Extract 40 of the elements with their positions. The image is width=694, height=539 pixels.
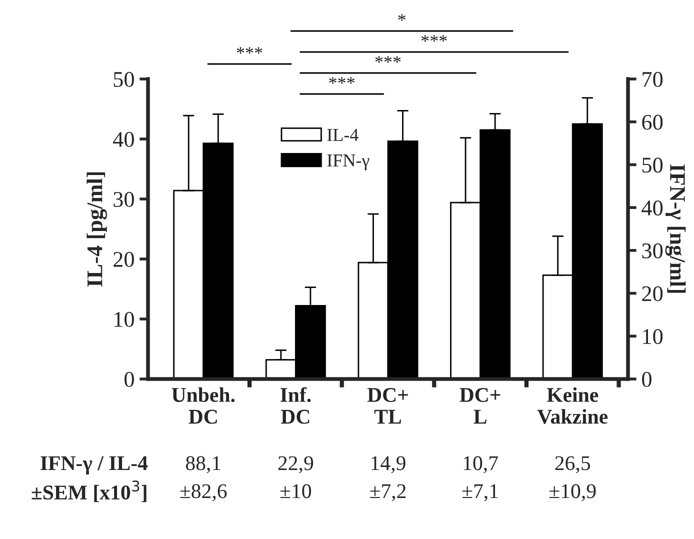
text: *** bbox=[421, 35, 447, 42]
y-tick-label: 30 bbox=[114, 192, 134, 207]
x-tick-label: DC+ L bbox=[460, 388, 500, 424]
text: * bbox=[398, 14, 406, 21]
text: ±SEM [x10$^{3}$] bbox=[32, 480, 146, 502]
text: ±10,9 bbox=[550, 484, 596, 502]
text: 88,1 bbox=[186, 456, 220, 474]
annotation: *** bbox=[329, 77, 355, 84]
y2-tick-label: 70 bbox=[642, 72, 663, 87]
text: *** bbox=[236, 47, 262, 54]
text: ±82,6 bbox=[180, 484, 227, 502]
y-tick-label: 20 bbox=[114, 252, 134, 267]
y-axis-title: IL-4 [pg/ml] bbox=[86, 172, 108, 287]
text: ±7,1 bbox=[462, 484, 498, 502]
y-tick-label: 10 bbox=[114, 312, 134, 327]
y2-tick-label: 40 bbox=[642, 200, 663, 216]
y-tick-label: 0 bbox=[124, 372, 134, 387]
y2-tick-label: 0 bbox=[642, 372, 652, 387]
legend-label: IFN-γ bbox=[327, 154, 370, 170]
legend-label: IL-4 bbox=[327, 128, 358, 141]
y-tick-label: 40 bbox=[113, 132, 134, 147]
x-tick-label: Keine Vakzine bbox=[537, 387, 608, 424]
text: 26,5 bbox=[555, 456, 590, 474]
text: ±7,2 bbox=[370, 484, 406, 502]
y-tick-label: 50 bbox=[114, 72, 134, 87]
text: *** bbox=[375, 56, 401, 63]
text: 22,9 bbox=[278, 456, 314, 474]
y2-tick-label: 20 bbox=[642, 286, 663, 302]
text: IFN-γ / IL-4 bbox=[40, 456, 148, 474]
y2-axis-title: IFN-γ [ng/ml] bbox=[665, 164, 686, 293]
text: 10,7 bbox=[464, 456, 498, 474]
y2-tick-label: 10 bbox=[643, 329, 663, 344]
text: ±10 bbox=[280, 484, 312, 498]
y2-tick-label: 60 bbox=[642, 114, 663, 130]
x-tick-label: DC+ TL bbox=[367, 388, 408, 424]
x-tick-label: Unbeh. DC bbox=[172, 387, 235, 424]
x-tick-label: Inf. DC bbox=[280, 387, 311, 424]
y2-tick-label: 30 bbox=[642, 243, 663, 258]
y2-tick-label: 50 bbox=[642, 158, 663, 173]
text: 14,9 bbox=[372, 456, 406, 474]
